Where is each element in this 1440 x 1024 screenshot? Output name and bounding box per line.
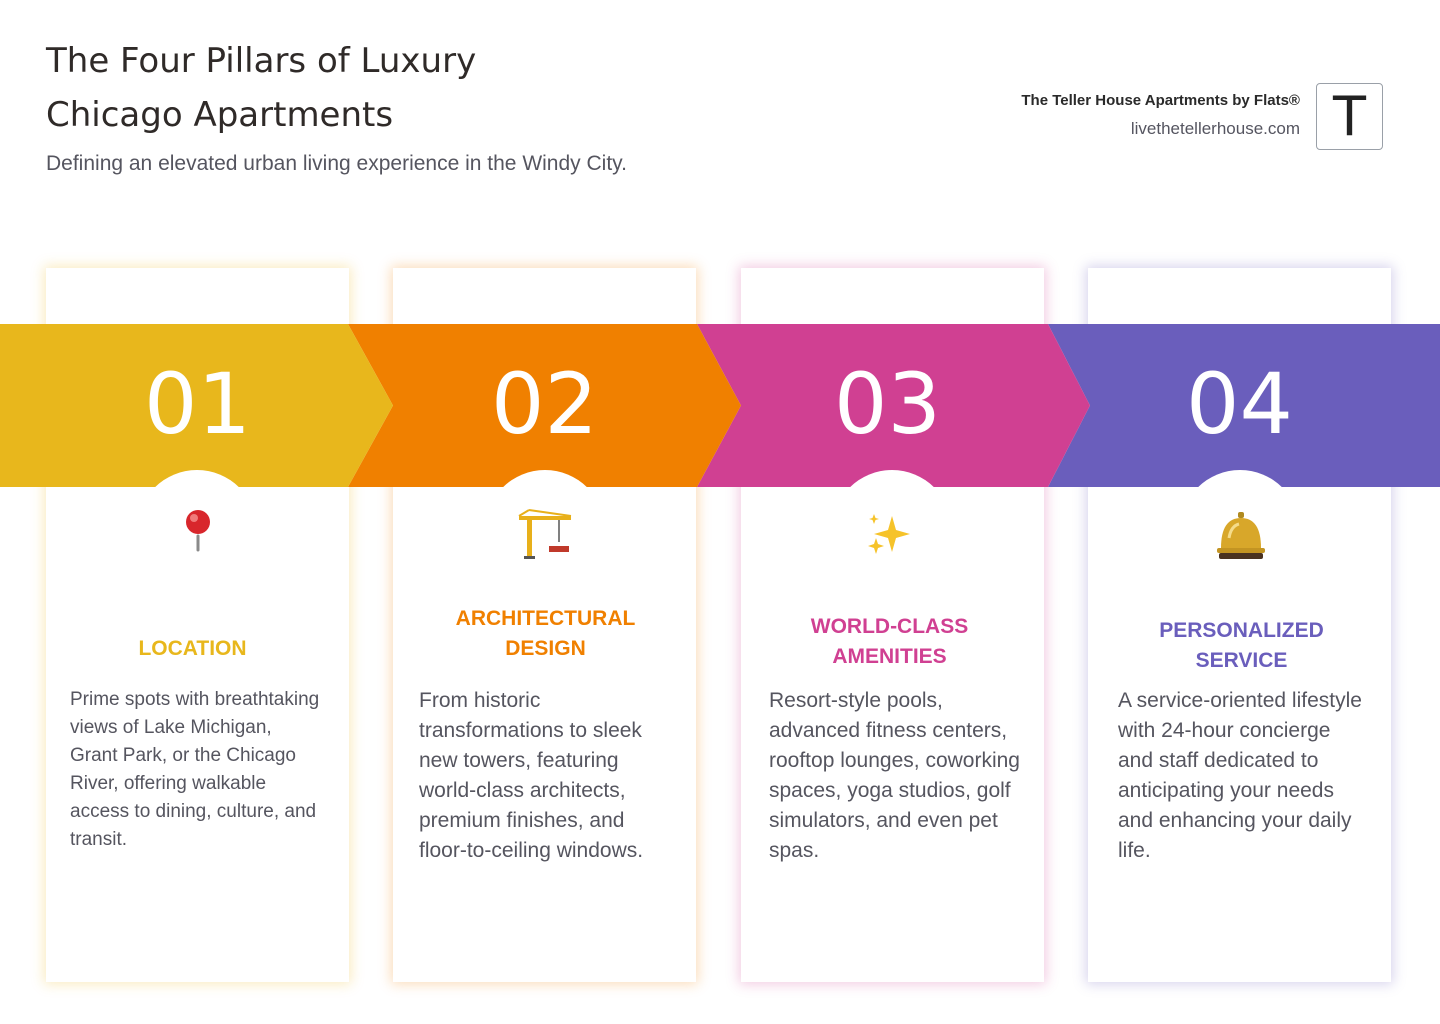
pillar-heading-1: LOCATION <box>41 634 344 664</box>
pushpin-icon <box>186 510 210 552</box>
page-title-line-1: The Four Pillars of Luxury <box>46 41 477 81</box>
construction-crane-icon <box>518 509 572 559</box>
brand-url[interactable]: livethetellerhouse.com <box>1130 119 1300 138</box>
pillar-heading-1-line-1: LOCATION <box>138 637 247 660</box>
bellhop-bell-icon <box>1217 512 1265 559</box>
brand-logo: T <box>1316 83 1383 150</box>
pillar-heading-2-line-2: DESIGN <box>505 637 586 660</box>
pillar-description-1: Prime spots with breathtaking views of L… <box>70 689 320 850</box>
page-title-line-2: Chicago Apartments <box>46 95 394 135</box>
pillar-heading-4-line-1: PERSONALIZED <box>1159 619 1324 642</box>
pillar-number-3: 03 <box>834 355 941 453</box>
pillar-heading-3: WORLD-CLASS AMENITIES <box>738 612 1041 672</box>
brand-logo-letter: T <box>1333 84 1366 148</box>
page-subtitle: Defining an elevated urban living experi… <box>46 152 627 175</box>
page-title: The Four Pillars of Luxury Chicago Apart… <box>46 34 566 142</box>
pillar-heading-4: PERSONALIZED SERVICE <box>1090 616 1393 676</box>
brand-block: The Teller House Apartments by Flats® li… <box>1021 92 1300 139</box>
pillar-description-3: Resort-style pools, advanced fitness cen… <box>769 689 1020 862</box>
icon-circle-2 <box>485 470 605 590</box>
pillar-number-2: 02 <box>491 355 598 453</box>
pillar-description-4: A service-oriented lifestyle with 24-hou… <box>1118 689 1362 862</box>
pillar-number-1: 01 <box>144 355 251 453</box>
brand-name: The Teller House Apartments by Flats® <box>1021 92 1300 109</box>
pillar-number-4: 04 <box>1186 355 1293 453</box>
pillar-heading-3-line-1: WORLD-CLASS <box>810 615 969 638</box>
pillar-heading-2-line-1: ARCHITECTURAL <box>455 607 636 630</box>
sparkles-icon <box>868 514 910 554</box>
pillar-description-2: From historic transformations to sleek n… <box>419 689 644 862</box>
pillar-heading-2: ARCHITECTURAL DESIGN <box>394 604 697 664</box>
pillar-heading-3-line-2: AMENITIES <box>832 645 947 668</box>
pillar-heading-4-line-2: SERVICE <box>1195 649 1288 672</box>
